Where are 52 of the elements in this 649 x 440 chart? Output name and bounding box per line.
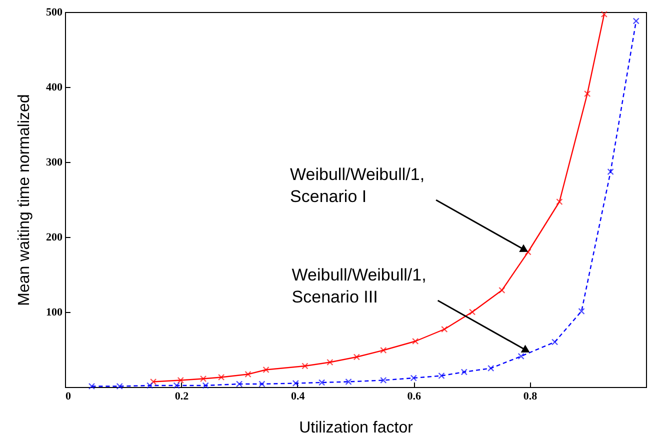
x-tick-label: 0.2: [174, 390, 190, 402]
point: [302, 362, 308, 370]
x-tick-label: 0.6: [407, 390, 422, 402]
point: [441, 326, 448, 333]
point: [584, 90, 591, 98]
y-tick-label: 300: [46, 156, 63, 168]
point: [173, 382, 180, 389]
point: [116, 382, 123, 390]
y-tick-label: 100: [46, 306, 63, 318]
point: [353, 354, 360, 360]
point: [218, 374, 225, 381]
point: [150, 378, 157, 386]
point: [607, 168, 614, 176]
point: [318, 379, 326, 386]
point: [488, 364, 494, 372]
point: [177, 376, 184, 384]
y-axis-title: Mean waiting time normalized: [16, 94, 33, 306]
point: [524, 248, 532, 256]
point: [262, 366, 270, 374]
point: [292, 380, 299, 387]
point: [200, 375, 207, 382]
point: [410, 374, 417, 382]
annotation: Weibull/Weibull/1, Scenario I: [290, 165, 425, 206]
point: [244, 370, 252, 378]
x-axis-title: Utilization factor: [299, 420, 414, 436]
point: [438, 372, 445, 380]
point: [551, 338, 558, 346]
point: [146, 382, 154, 389]
point: [578, 308, 585, 315]
point: [380, 346, 387, 354]
point: [412, 338, 419, 345]
point: [518, 352, 524, 360]
point: [345, 378, 352, 386]
y-tick-label: 200: [46, 232, 63, 244]
point: [460, 368, 468, 376]
x-tick-label: 0.4: [291, 390, 306, 402]
x-tick-label: 0.8: [523, 390, 538, 402]
point: [600, 10, 608, 18]
point: [556, 198, 563, 206]
point: [468, 308, 476, 316]
point: [202, 382, 209, 389]
point: [236, 380, 243, 388]
annotation: Weibull/Weibull/1, Scenario III: [292, 266, 426, 306]
y-tick-label: 400: [46, 82, 63, 94]
point: [498, 286, 506, 294]
y-tick-label: 500: [46, 6, 63, 18]
point: [258, 380, 266, 388]
x-tick-label: 0: [66, 390, 72, 402]
point: [326, 358, 334, 366]
point: [88, 382, 96, 390]
point: [380, 376, 387, 384]
point: [632, 18, 640, 24]
